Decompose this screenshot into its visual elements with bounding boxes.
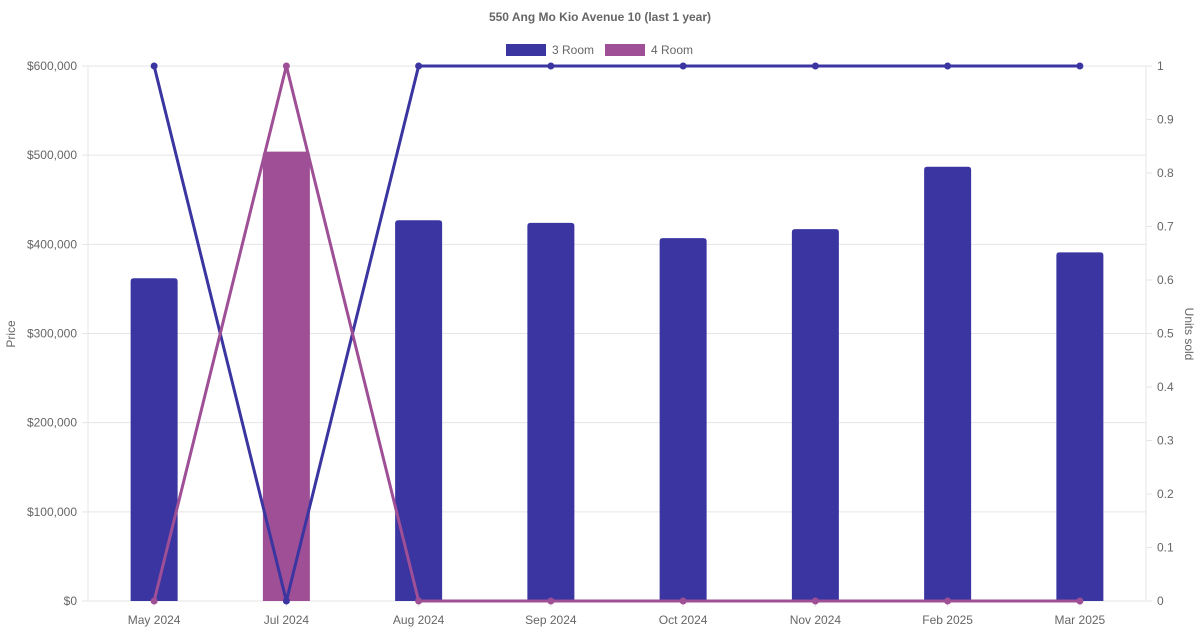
x-tick-label: Mar 2025 (1055, 613, 1106, 627)
bar-3-room[interactable] (791, 229, 839, 602)
bar-3-room[interactable] (395, 220, 443, 601)
legend-label-4-room: 4 Room (651, 43, 693, 57)
y-tick-label: $600,000 (27, 59, 77, 73)
bar-3-room[interactable] (527, 222, 575, 601)
point-3-room[interactable] (679, 62, 687, 70)
x-tick-label: May 2024 (128, 613, 181, 627)
point-3-room[interactable] (282, 597, 290, 605)
x-tick-label: Jul 2024 (264, 613, 310, 627)
point-4-room[interactable] (282, 62, 290, 70)
y2-tick-label: 1 (1157, 59, 1164, 73)
y-tick-label: $400,000 (27, 237, 77, 251)
point-3-room[interactable] (1076, 62, 1084, 70)
point-3-room[interactable] (150, 62, 158, 70)
bar-3-room[interactable] (659, 238, 707, 601)
line-3-room (152, 64, 1080, 603)
bar-4-room[interactable] (262, 151, 310, 601)
y2-tick-label: 0.7 (1157, 220, 1174, 234)
y-axis-ticks: $0 $100,000 $200,000 $300,000 $400,000 $500,0… (27, 59, 77, 608)
legend: 3 Room 4 Room (506, 43, 693, 57)
x-tick-label: Oct 2024 (659, 613, 708, 627)
point-4-room[interactable] (415, 597, 423, 605)
point-3-room[interactable] (944, 62, 952, 70)
point-3-room[interactable] (811, 62, 819, 70)
point-4-room[interactable] (679, 597, 687, 605)
point-4-room[interactable] (944, 597, 952, 605)
x-tick-label: Nov 2024 (790, 613, 842, 627)
legend-item-4-room[interactable]: 4 Room (605, 43, 693, 57)
y2-tick-label: 0.2 (1157, 487, 1174, 501)
lines (152, 64, 1080, 603)
y2-tick-label: 0.6 (1157, 273, 1174, 287)
x-tick-label: Feb 2025 (922, 613, 973, 627)
y2-tick-label: 0.3 (1157, 434, 1174, 448)
x-axis-ticks: May 2024 Jul 2024 Aug 2024 Sep 2024 Oct 2024… (128, 601, 1106, 627)
bars (130, 151, 1104, 602)
y2-tick-label: 0.8 (1157, 166, 1174, 180)
legend-label-3-room: 3 Room (552, 43, 594, 57)
point-3-room[interactable] (547, 62, 555, 70)
line-4-room (152, 64, 1080, 603)
point-4-room[interactable] (811, 597, 819, 605)
y2-tick-label: 0 (1157, 594, 1164, 608)
y2-tick-label: 0.4 (1157, 380, 1174, 394)
legend-swatch-3-room (506, 44, 546, 56)
y-axis-title: Price (4, 320, 18, 348)
point-3-room[interactable] (415, 62, 423, 70)
bar-3-room[interactable] (130, 278, 178, 601)
y-tick-label: $200,000 (27, 416, 77, 430)
legend-item-3-room[interactable]: 3 Room (506, 43, 594, 57)
point-4-room[interactable] (1076, 597, 1084, 605)
x-tick-label: Sep 2024 (525, 613, 577, 627)
point-4-room[interactable] (547, 597, 555, 605)
y2-axis-title: Units sold (1182, 308, 1196, 361)
y2-tick-label: 0.1 (1157, 541, 1174, 555)
y-tick-label: $500,000 (27, 148, 77, 162)
point-4-room[interactable] (150, 597, 158, 605)
y2-tick-label: 0.5 (1157, 327, 1174, 341)
gridlines (82, 65, 1147, 602)
legend-swatch-4-room (605, 44, 645, 56)
bar-3-room[interactable] (1056, 252, 1104, 601)
y2-axis-ticks: 0 0.1 0.2 0.3 0.4 0.5 0.6 0.7 0.8 0.9 1 (1146, 59, 1174, 608)
bar-3-room[interactable] (924, 166, 972, 601)
chart-title: 550 Ang Mo Kio Avenue 10 (last 1 year) (489, 10, 711, 24)
y2-tick-label: 0.9 (1157, 113, 1174, 127)
x-tick-label: Aug 2024 (393, 613, 445, 627)
y-tick-label: $100,000 (27, 505, 77, 519)
points (150, 62, 1084, 605)
y-tick-label: $300,000 (27, 327, 77, 341)
y-tick-label: $0 (64, 594, 78, 608)
